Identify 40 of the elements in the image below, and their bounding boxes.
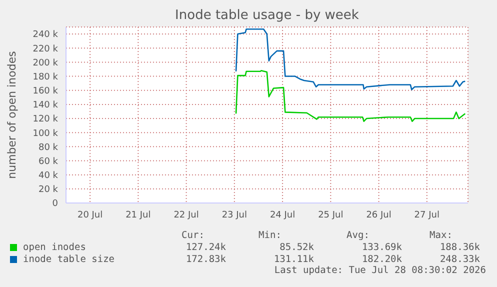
- x-tick-label: 20 Jul: [77, 210, 103, 220]
- text: Cur:: [180, 230, 206, 241]
- x-tick-label: 23 Jul: [222, 210, 248, 220]
- text: 133.69k: [360, 242, 402, 253]
- y-tick-label: 140 k: [32, 100, 59, 111]
- y-tick-label: 60 k: [38, 156, 59, 167]
- y-tick-label: 40 k: [38, 171, 59, 182]
- y-tick-label: 160 k: [32, 86, 59, 97]
- x-tick-label: 24 Jul: [270, 210, 296, 220]
- text: 182.20k: [360, 254, 402, 265]
- line-series: [235, 70, 466, 122]
- y-tick-label: 100 k: [32, 128, 59, 139]
- y-tick-label: 20 k: [38, 185, 59, 196]
- line-series: [235, 28, 466, 90]
- y-tick-label: 220 k: [32, 44, 59, 54]
- x-tick-label: 25 Jul: [318, 210, 344, 220]
- y-tick-label: 80 k: [38, 142, 59, 153]
- text: Max:: [428, 230, 454, 241]
- text: 85.52k: [278, 242, 314, 253]
- x-tick-label: 22 Jul: [174, 210, 199, 220]
- x-tick-label: 21 Jul: [126, 210, 151, 220]
- y-tick-label: 0: [52, 199, 58, 210]
- text: 127.24k: [184, 242, 226, 253]
- legend-label: open inodes: [22, 242, 87, 253]
- text: Min:: [258, 230, 282, 241]
- text: 188.36k: [438, 242, 480, 253]
- text: 131.11k: [272, 254, 314, 265]
- text: Avg:: [346, 230, 370, 241]
- y-tick-label: 180 k: [32, 72, 59, 82]
- text: 172.83k: [184, 254, 226, 265]
- text: Last update: Tue Jul 28 08:30:02 2026: [273, 265, 487, 276]
- x-tick-label: 26 Jul: [366, 210, 392, 220]
- text: 248.33k: [438, 254, 480, 265]
- y-tick-label: 240 k: [32, 30, 59, 40]
- legend-label: inode table size: [22, 254, 116, 265]
- y-tick-label: 120 k: [32, 114, 59, 125]
- y-axis-title: number of open inodes: [6, 51, 18, 179]
- y-tick-label: 200 k: [32, 58, 59, 68]
- x-tick-label: 27 Jul: [414, 210, 440, 220]
- chart-title: Inode table usage - by week: [174, 8, 360, 23]
